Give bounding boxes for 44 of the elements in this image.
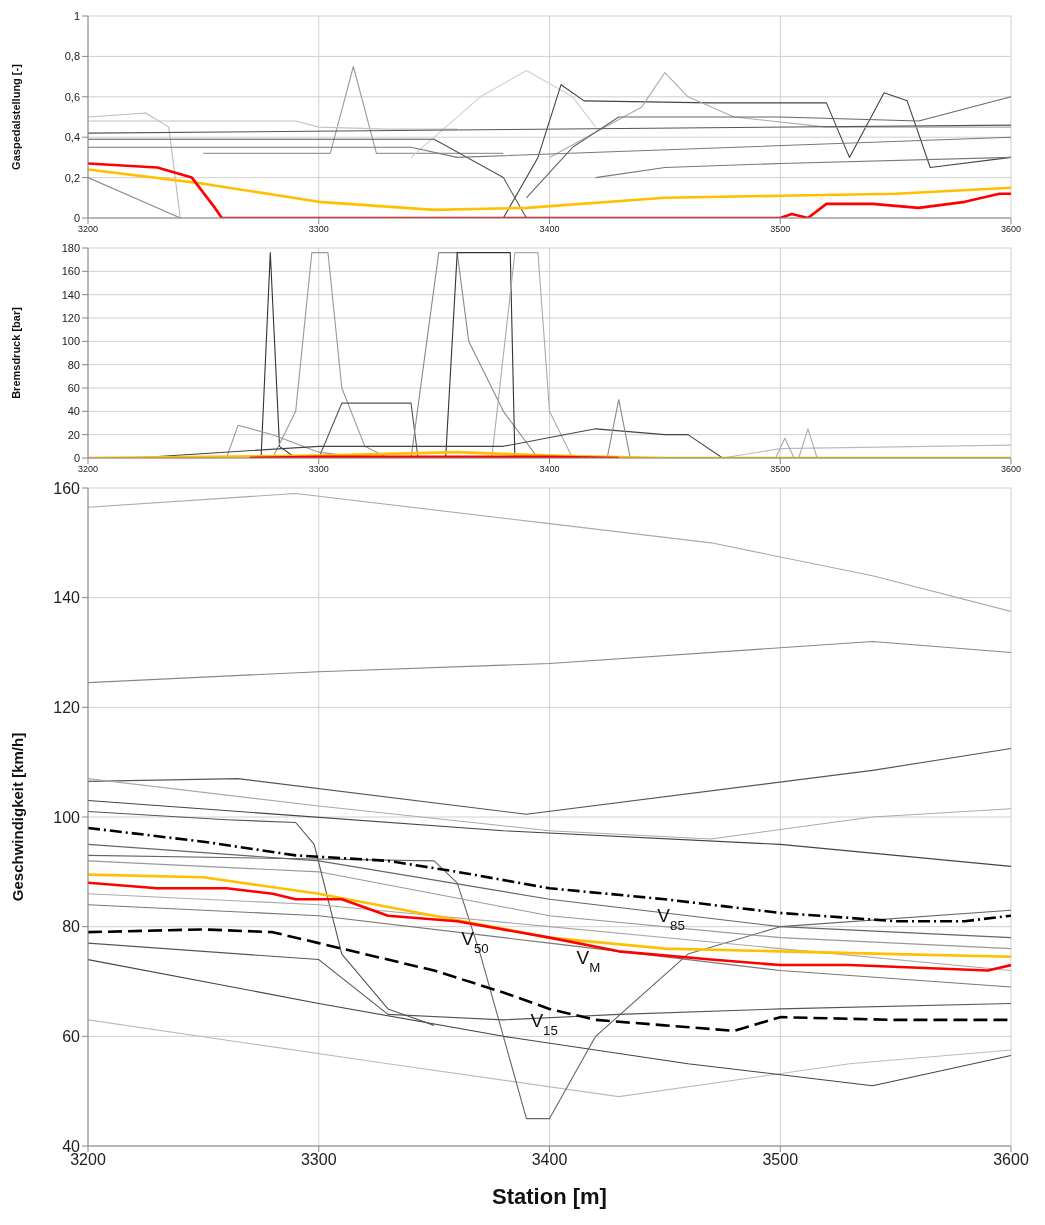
y-axis-title: Bremsdruck [bar] [9, 306, 22, 399]
y-tick-label: 0 [73, 211, 80, 224]
y-tick-label: 140 [61, 288, 80, 301]
y-tick-label: 180 [61, 241, 80, 254]
x-tick-label: 3500 [770, 464, 791, 475]
y-tick-label: 160 [53, 479, 81, 497]
x-tick-label: 3500 [762, 1151, 799, 1169]
y-tick-label: 120 [53, 699, 81, 717]
y-tick-label: 140 [53, 589, 81, 607]
x-axis-title: Station [m] [492, 1184, 607, 1209]
y-tick-label: 1 [73, 9, 80, 22]
y-axis-title: Gaspedalstellung [-] [9, 63, 22, 170]
x-tick-label: 3500 [770, 224, 791, 235]
y-tick-label: 0 [73, 451, 80, 464]
annotation: V$_{50}$ [461, 928, 489, 956]
y-tick-label: 0,4 [64, 131, 80, 144]
y-tick-label: 100 [53, 808, 81, 826]
y-tick-label: 120 [61, 311, 80, 324]
x-tick-label: 3300 [308, 464, 329, 475]
x-tick-label: 3300 [300, 1151, 337, 1169]
x-tick-label: 3600 [1000, 224, 1022, 235]
annotation: V$_{85}$ [657, 905, 685, 933]
y-tick-label: 20 [67, 428, 80, 441]
x-tick-label: 3600 [1000, 464, 1022, 475]
x-tick-label: 3600 [993, 1151, 1029, 1169]
y-tick-label: 0,8 [64, 50, 80, 63]
y-tick-label: 0,6 [64, 90, 80, 103]
x-tick-label: 3300 [308, 224, 329, 235]
y-tick-label: 160 [61, 265, 80, 278]
x-tick-label: 3400 [539, 464, 560, 475]
y-tick-label: 0,2 [64, 171, 80, 184]
x-tick-label: 3400 [531, 1151, 568, 1169]
y-tick-label: 100 [61, 335, 80, 348]
x-tick-label: 3200 [77, 464, 99, 475]
y-axis-title: Geschwindigkeit [km/h] [9, 732, 27, 902]
y-tick-label: 80 [62, 918, 81, 936]
x-tick-label: 3200 [77, 224, 99, 235]
x-tick-label: 3200 [70, 1151, 106, 1169]
y-tick-label: 60 [67, 381, 80, 394]
y-tick-label: 80 [67, 358, 80, 371]
y-tick-label: 40 [67, 405, 80, 418]
y-tick-label: 60 [62, 1028, 81, 1046]
annotation: V$_{M}$ [576, 947, 601, 975]
x-tick-label: 3400 [539, 224, 560, 235]
